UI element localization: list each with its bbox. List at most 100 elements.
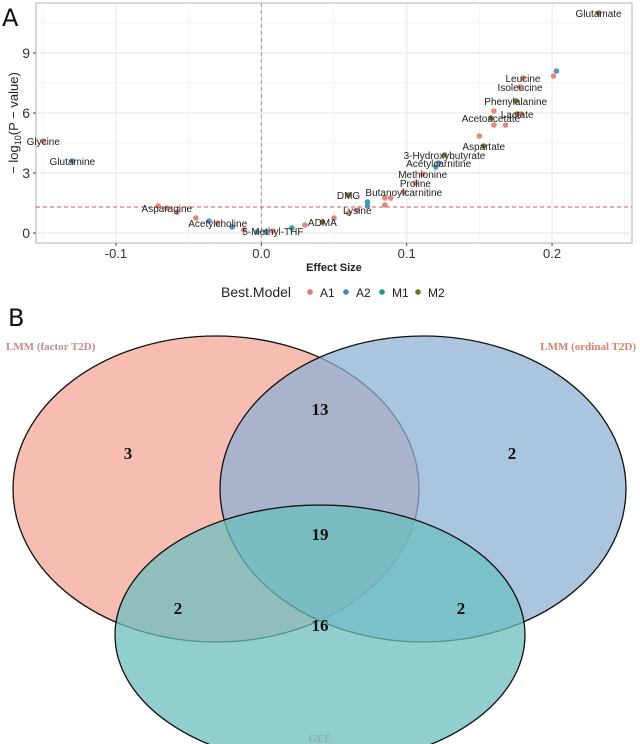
set-label-gee: GEE [308, 733, 331, 744]
data-point [345, 192, 352, 198]
x-tick-label: 0.2 [543, 246, 561, 261]
data-point [155, 203, 161, 209]
region-count-factor-gee: 2 [174, 599, 183, 618]
data-point [214, 220, 221, 226]
data-point [476, 133, 483, 139]
data-point [550, 73, 557, 79]
region-count-gee-only: 16 [312, 616, 329, 635]
data-point [229, 224, 236, 230]
region-count-ordinal-only: 2 [508, 444, 517, 463]
point-label: Butanoylcarnitine [365, 188, 442, 199]
set-label-lmm-factor: LMM (factor T2D) [6, 341, 96, 353]
panel-label-a: A [2, 4, 19, 32]
data-point [491, 108, 497, 114]
data-point [553, 68, 560, 74]
set-label-lmm-ordinal: LMM (ordinal T2D) [540, 341, 636, 353]
data-point [364, 203, 371, 209]
point-label: 3-Hydroxybutyrate [404, 151, 486, 162]
data-point [432, 164, 439, 170]
region-count-ordinal-gee: 2 [457, 599, 466, 618]
data-point [595, 10, 602, 16]
data-point [387, 195, 394, 201]
data-point [435, 160, 442, 166]
data-point [69, 158, 76, 164]
x-axis-ticks: -0.1 0.0 0.1 0.2 [105, 243, 561, 261]
region-count-factor-only: 3 [124, 444, 133, 463]
legend-label-m2: M2 [428, 286, 445, 300]
data-point [502, 122, 509, 128]
point-label: Leucine [505, 74, 540, 85]
y-tick-label: 0 [22, 225, 30, 241]
data-points [40, 10, 602, 235]
panel-label-b: B [8, 304, 24, 332]
data-point [382, 195, 388, 201]
point-label: Glycine [27, 137, 61, 148]
data-point [254, 229, 260, 235]
data-point [40, 138, 47, 144]
legend-label-a1: A1 [320, 286, 335, 300]
data-point [400, 189, 407, 195]
x-tick-label: 0.0 [252, 246, 270, 261]
data-point [174, 209, 180, 215]
y-tick-label: 9 [22, 45, 30, 61]
x-tick-label: -0.1 [105, 246, 127, 261]
point-label: Proline [400, 179, 432, 190]
point-label: Acetoacetate [462, 114, 521, 125]
data-point [488, 115, 494, 121]
point-label: Acetylcholine [188, 219, 247, 230]
legend-key-a1 [307, 289, 313, 295]
point-label: Lactate [501, 110, 534, 121]
y-axis-ticks: 0 3 6 9 [22, 45, 36, 241]
data-point [354, 207, 361, 213]
data-point [206, 218, 212, 224]
region-count-factor-ordinal: 13 [312, 400, 329, 419]
legend: Best.Model A1 A2 M1 M2 [221, 284, 445, 300]
point-label: Glutamate [575, 9, 622, 20]
point-label: Acetylcarnitine [406, 159, 471, 170]
point-label: DMG [337, 191, 361, 202]
data-point [331, 215, 337, 221]
point-label: Aspartate [462, 142, 505, 153]
point-label: Lysine [343, 206, 372, 217]
data-point [319, 219, 326, 225]
point-label: Phenylalanine [484, 97, 547, 108]
point-label: Asparagine [142, 204, 193, 215]
x-tick-label: 0.1 [398, 246, 416, 261]
y-axis-label-suffix: (P − value) [6, 72, 21, 135]
data-point [289, 225, 295, 231]
data-point [491, 122, 497, 128]
legend-key-a2 [343, 289, 349, 295]
data-point [518, 111, 525, 117]
data-point [412, 180, 419, 186]
data-point [441, 152, 448, 158]
data-point [364, 199, 371, 205]
data-point [241, 227, 247, 233]
data-point [520, 75, 526, 81]
venn-diagram: B LMM (factor T2D) LMM (ordinal T2D) GEE… [6, 304, 636, 744]
data-point [514, 111, 520, 117]
legend-key-m1 [379, 289, 385, 295]
data-point [262, 229, 269, 235]
point-label: ADMA [308, 218, 337, 229]
point-label: Isoleucine [498, 83, 543, 94]
region-count-all-three: 19 [312, 525, 329, 544]
data-point [517, 84, 523, 90]
legend-title: Best.Model [221, 284, 291, 300]
data-point [382, 202, 388, 208]
point-label: Methionine [398, 170, 447, 181]
data-point [480, 143, 487, 149]
x-axis-label: Effect Size [306, 262, 362, 274]
set-gee [114, 504, 526, 744]
legend-key-m2 [415, 289, 421, 295]
y-axis-label-prefix: − log [6, 145, 21, 174]
y-tick-label: 3 [22, 165, 30, 181]
y-axis-label: − log10(P − value) [6, 72, 23, 174]
point-label: Glutamine [50, 157, 96, 168]
y-tick-label: 6 [22, 105, 30, 121]
data-point [512, 98, 519, 104]
data-point [270, 228, 276, 234]
data-point [193, 215, 199, 221]
data-point [164, 205, 170, 211]
data-point [419, 171, 426, 177]
